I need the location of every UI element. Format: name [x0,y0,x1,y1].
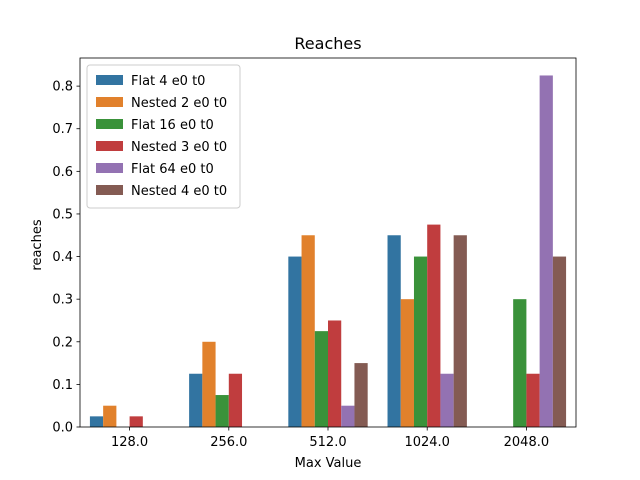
y-tick-label: 0.0 [52,421,73,436]
legend: Flat 4 e0 t0 Nested 2 e0 t0 Flat 16 e0 t0 N… [86,64,241,209]
legend-swatch [96,163,123,173]
x-tick-label: 128.0 [111,435,148,450]
legend-box [86,64,241,209]
legend-label: Nested 4 e0 t0 [131,184,227,199]
bar [539,75,553,427]
chart-title: Reaches [294,34,361,53]
y-tick-label: 0.6 [52,165,73,180]
legend-label: Nested 2 e0 t0 [131,96,227,111]
bar [387,235,401,427]
legend-label: Flat 4 e0 t0 [131,74,205,89]
bar [189,373,203,427]
bar [552,256,567,427]
bar [288,256,302,427]
y-tick-label: 0.8 [52,80,73,95]
y-tick-label: 0.2 [52,335,73,350]
legend-swatch [96,75,123,85]
legend-label: Flat 64 e0 t0 [131,162,214,177]
axes-layer: 0.0 0.1 0.2 0.3 0.4 0.5 0.6 0.7 0.8 128.0 256.0 512… [52,57,577,450]
legend-swatch [96,119,123,129]
bar [427,224,441,427]
bar [314,331,328,427]
bar [453,235,467,427]
bar [413,256,428,427]
x-tick-label: 256.0 [210,435,247,450]
legend-label: Nested 3 e0 t0 [131,140,227,155]
y-axis-title: reaches [30,219,45,270]
legend-swatch [96,97,123,107]
bar [228,373,243,427]
bar [400,299,414,427]
bar [341,405,355,427]
y-tick-label: 0.7 [52,122,73,137]
x-axis-title: Max Value [295,456,362,471]
y-tick-label: 0.5 [52,207,73,222]
y-tick-label: 0.3 [52,293,73,308]
bar [215,395,229,427]
x-tick-label: 2048.0 [504,435,550,450]
bar [513,299,527,427]
legend-swatch [96,185,123,195]
y-tick-label: 0.1 [52,378,73,393]
bar [328,320,342,427]
bar [103,405,117,427]
legend-label: Flat 16 e0 t0 [131,118,214,133]
bar [354,363,368,427]
bar [301,235,315,427]
x-tick-label: 512.0 [309,435,346,450]
bar [129,416,143,427]
bar [526,373,540,427]
bar [89,416,104,427]
x-tick-label: 1024.0 [404,435,450,450]
y-tick-label: 0.4 [52,250,73,265]
bar [440,373,454,427]
bar [202,341,216,427]
legend-swatch [96,141,123,151]
bars-layer [89,75,567,427]
